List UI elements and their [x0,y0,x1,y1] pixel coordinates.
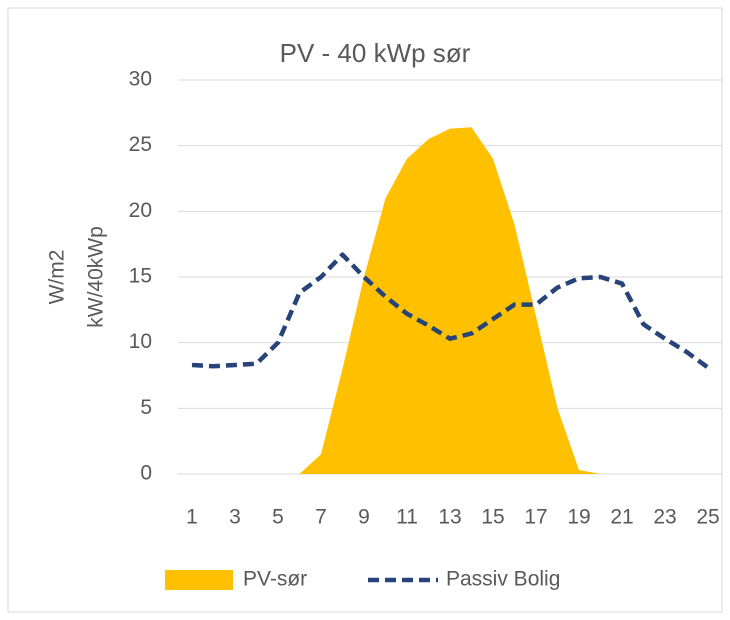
y-axis-label: kW/40kWp [85,226,108,328]
legend-swatch [165,570,233,590]
y-tick-label: 20 [129,199,152,222]
x-tick-label: 13 [438,506,461,529]
x-tick-label: 1 [186,506,198,529]
x-tick-label: 15 [481,506,504,529]
x-tick-label: 5 [272,506,284,529]
x-tick-label: 19 [567,506,590,529]
x-tick-label: 7 [315,506,327,529]
y-tick-label: 0 [140,462,152,485]
legend-label: Passiv Bolig [446,568,560,591]
area [192,127,708,474]
x-tick-label: 23 [653,506,676,529]
y-tick-label: 25 [129,133,152,156]
x-tick-label: 25 [696,506,719,529]
x-tick-label: 17 [524,506,547,529]
y-tick-label: 30 [129,68,152,91]
chart-title: PV - 40 kWp sør [280,38,471,68]
legend-label: PV-sør [243,568,307,591]
x-tick-label: 9 [358,506,370,529]
y-tick-label: 15 [129,265,152,288]
y-tick-label: 5 [140,396,152,419]
line [191,252,710,370]
y-tick-label: 10 [129,330,152,353]
y-axis-label: W/m2 [46,250,69,305]
x-tick-label: 21 [610,506,633,529]
x-tick-label: 11 [396,506,418,529]
x-tick-label: 3 [229,506,241,529]
